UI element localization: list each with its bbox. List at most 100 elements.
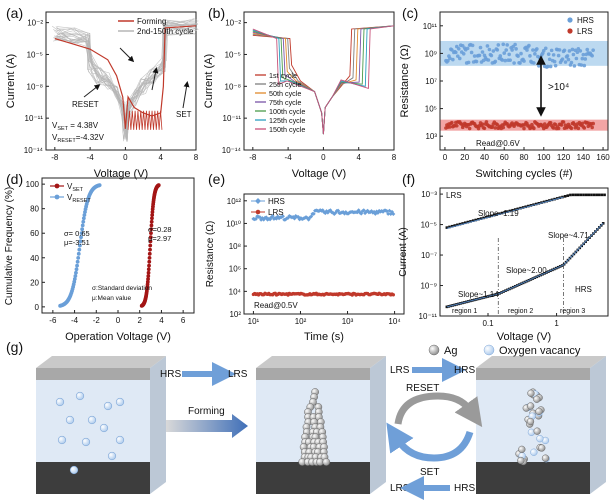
- x-tick-label: 4: [159, 316, 164, 325]
- hrs-point: [581, 52, 586, 57]
- lrs-point: [503, 211, 506, 214]
- x-tick-label: 160: [596, 153, 610, 162]
- set-point: [148, 235, 153, 240]
- hrs-point: [575, 50, 580, 55]
- lrs-point: [487, 215, 491, 218]
- vacancy-dot: [87, 415, 97, 425]
- reset-point: [79, 231, 84, 236]
- lrs-point: [571, 193, 575, 197]
- y-tick-label: 20: [30, 278, 39, 287]
- lrs-point: [561, 120, 566, 124]
- lrs-point: [476, 126, 481, 131]
- plot-frame: [45, 11, 197, 151]
- axis-ticks: -8 -4 0 4 8 10⁻² 10⁻⁵ 10⁻⁸ 10⁻¹¹ 10⁻¹⁴: [24, 19, 199, 162]
- x-tick-label: 10³: [342, 317, 354, 326]
- y-tick-label: 10⁻⁵: [421, 221, 437, 230]
- lrs-point: [492, 213, 496, 217]
- x-tick-label: 140: [577, 153, 591, 162]
- lrs-point: [603, 193, 606, 197]
- hrs-point: [386, 211, 391, 216]
- plot-points: [444, 42, 595, 131]
- vacancy-dot: [536, 435, 544, 443]
- hrs-point: [525, 48, 529, 52]
- vacancy-dot: [57, 435, 67, 445]
- y-tick-label: 10⁻⁸: [225, 82, 242, 91]
- set-point: [146, 267, 151, 272]
- lrs-point: [450, 120, 454, 125]
- set-point: [149, 219, 154, 224]
- x-axis-label: Voltage (V): [94, 168, 148, 180]
- reset-point: [76, 255, 81, 260]
- hrs-label: HRS: [575, 285, 592, 294]
- hrs-point: [361, 208, 366, 213]
- lrs-point: [448, 125, 452, 129]
- vacancy-dot: [99, 423, 109, 433]
- hrs-point: [487, 47, 492, 52]
- hrs-point: [474, 59, 479, 64]
- vacancy-dot: [103, 401, 113, 411]
- x-tick-label: 60: [500, 153, 509, 162]
- axis-ticks: 0 20 40 60 80 100 120 140 160 10¹¹ 10⁹ 10⁷ 10⁵ 10³: [423, 22, 611, 162]
- lrs-point: [580, 121, 585, 126]
- reset-point: [81, 219, 86, 224]
- lrs-point: [598, 193, 601, 197]
- y-tick-label: 10⁻³: [421, 190, 437, 199]
- hrs-point: [578, 49, 583, 53]
- forming-curve: [54, 25, 197, 129]
- hrs-point: [543, 46, 548, 51]
- lrs-point: [600, 193, 604, 197]
- hrs-point: [569, 60, 574, 65]
- ag-atom: [527, 389, 535, 397]
- lrs-point: [569, 193, 572, 197]
- reset-point: [72, 277, 77, 281]
- hrs-point: [507, 52, 511, 57]
- hrs-point: [590, 54, 594, 58]
- y-tick-label: 10³: [425, 132, 437, 141]
- plot-frame: [439, 187, 609, 317]
- lrs-point: [482, 216, 485, 220]
- plot-lines: [54, 25, 197, 130]
- lrs-point: [471, 219, 475, 222]
- reset-point: [97, 183, 102, 188]
- y-tick-label: 10⁻²: [27, 19, 43, 28]
- y-tick-label: 0: [35, 303, 40, 312]
- lrs-fit: [446, 196, 564, 229]
- lrs-point: [490, 214, 493, 218]
- x-tick-label: 100: [537, 153, 551, 162]
- lrs-point: [484, 120, 489, 124]
- ag-atom: [322, 458, 331, 466]
- lrs-point: [582, 193, 585, 197]
- hrs-point: [562, 48, 567, 53]
- lrs-point: [453, 224, 457, 227]
- reset-point: [79, 235, 83, 240]
- legend-lrs: LRS: [268, 208, 284, 217]
- hrs-point: [502, 51, 507, 55]
- reset-arrow: [83, 84, 101, 98]
- lrs-point: [532, 126, 536, 131]
- x-tick-label: 20: [460, 153, 469, 162]
- x-tick-label: 10¹: [248, 317, 260, 326]
- reset-point: [77, 247, 82, 252]
- hrs-point: [456, 46, 461, 51]
- x-tick-label: 80: [520, 153, 529, 162]
- hrs-point: [270, 214, 275, 219]
- legend-entry: 150th cycle: [269, 125, 305, 134]
- sweep-arrow-1: [119, 47, 135, 63]
- x-tick-label: 0: [321, 153, 326, 162]
- slope-lrs-label: Slope~1.19: [478, 209, 519, 218]
- hrs-point: [280, 214, 285, 219]
- x-tick-label: -4: [71, 316, 79, 325]
- lrs-point: [455, 123, 459, 128]
- hrs-point: [533, 52, 537, 56]
- x-tick-label: -6: [49, 316, 57, 325]
- hrs-point: [495, 48, 500, 52]
- x-tick-label: -4: [285, 153, 293, 162]
- lrs-point: [458, 222, 462, 226]
- cycle-line: [252, 25, 395, 135]
- mu-reset: μ=-3.51: [64, 238, 90, 247]
- axis-ticks: 0.1 1 10⁻³ 10⁻⁵ 10⁻⁷ 10⁻⁹ 10⁻¹¹: [419, 190, 560, 328]
- lrs-point: [542, 122, 547, 126]
- region-3-label: region 3: [560, 308, 585, 315]
- hrs-point: [477, 53, 482, 58]
